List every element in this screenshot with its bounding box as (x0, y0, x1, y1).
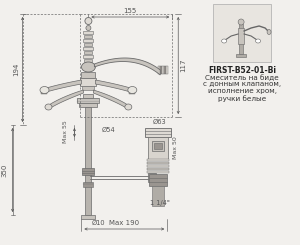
Bar (149, 174, 167, 186)
Bar (145, 128, 171, 137)
Bar (147, 171, 169, 173)
Bar (147, 168, 169, 170)
Bar (129, 89, 131, 94)
Bar (147, 159, 169, 161)
Text: 350: 350 (2, 163, 8, 177)
Text: Max 55: Max 55 (63, 121, 68, 143)
Text: Ø63: Ø63 (152, 119, 166, 125)
Bar (83, 182, 93, 187)
Polygon shape (93, 90, 126, 108)
Bar (83, 55, 93, 58)
Bar (131, 89, 133, 94)
Bar (133, 89, 135, 94)
Bar (83, 94, 93, 98)
Ellipse shape (40, 86, 49, 94)
Bar (162, 66, 164, 74)
Bar (85, 107, 91, 215)
Ellipse shape (222, 39, 226, 43)
Text: ручки белые: ручки белые (218, 95, 266, 102)
Bar (148, 137, 168, 159)
Text: Max 50: Max 50 (173, 137, 178, 159)
Bar (154, 143, 162, 149)
Polygon shape (95, 80, 130, 92)
Bar (82, 168, 94, 175)
Bar (158, 66, 160, 74)
Bar (152, 186, 164, 206)
Bar (41, 89, 44, 94)
Ellipse shape (81, 62, 95, 72)
Bar (148, 173, 156, 182)
Bar (236, 54, 246, 57)
Bar (213, 4, 271, 62)
Bar (84, 59, 92, 62)
Text: 194: 194 (14, 63, 20, 76)
Text: 117: 117 (180, 59, 186, 72)
Bar (82, 86, 94, 90)
Bar (166, 66, 168, 74)
Bar (84, 51, 92, 54)
Bar (44, 89, 46, 94)
Bar (84, 35, 92, 38)
Bar (164, 66, 166, 74)
Bar (152, 141, 164, 151)
Bar (80, 78, 96, 86)
Text: исполнение хром,: исполнение хром, (208, 88, 277, 94)
Bar (238, 28, 244, 44)
Polygon shape (94, 58, 160, 75)
Text: FIRST-B52-01-Bi: FIRST-B52-01-Bi (208, 66, 276, 75)
Text: с донным клапаном,: с донным клапаном, (203, 81, 281, 87)
Text: 1 1/4": 1 1/4" (150, 200, 170, 206)
Bar (80, 103, 98, 107)
Bar (160, 66, 162, 74)
Bar (147, 165, 169, 167)
Polygon shape (50, 90, 83, 108)
Ellipse shape (256, 39, 261, 43)
Bar (46, 89, 47, 94)
Bar (147, 162, 169, 164)
Ellipse shape (85, 17, 92, 25)
Ellipse shape (125, 104, 132, 110)
Bar (83, 47, 93, 50)
Bar (77, 98, 99, 103)
Text: Ø54: Ø54 (101, 127, 115, 133)
Bar (84, 43, 92, 46)
Ellipse shape (45, 104, 52, 110)
Ellipse shape (238, 19, 244, 25)
Text: 155: 155 (124, 8, 137, 14)
Text: Смеситель на биде: Смеситель на биде (205, 74, 279, 81)
Polygon shape (46, 80, 81, 92)
Ellipse shape (128, 86, 137, 94)
Ellipse shape (86, 25, 91, 30)
Bar (81, 72, 95, 78)
Text: Ø10: Ø10 (92, 220, 105, 226)
Ellipse shape (267, 29, 271, 35)
Bar (83, 31, 93, 34)
Bar (239, 24, 243, 54)
Bar (81, 215, 95, 219)
Text: Max 190: Max 190 (109, 220, 140, 226)
Bar (83, 39, 93, 42)
